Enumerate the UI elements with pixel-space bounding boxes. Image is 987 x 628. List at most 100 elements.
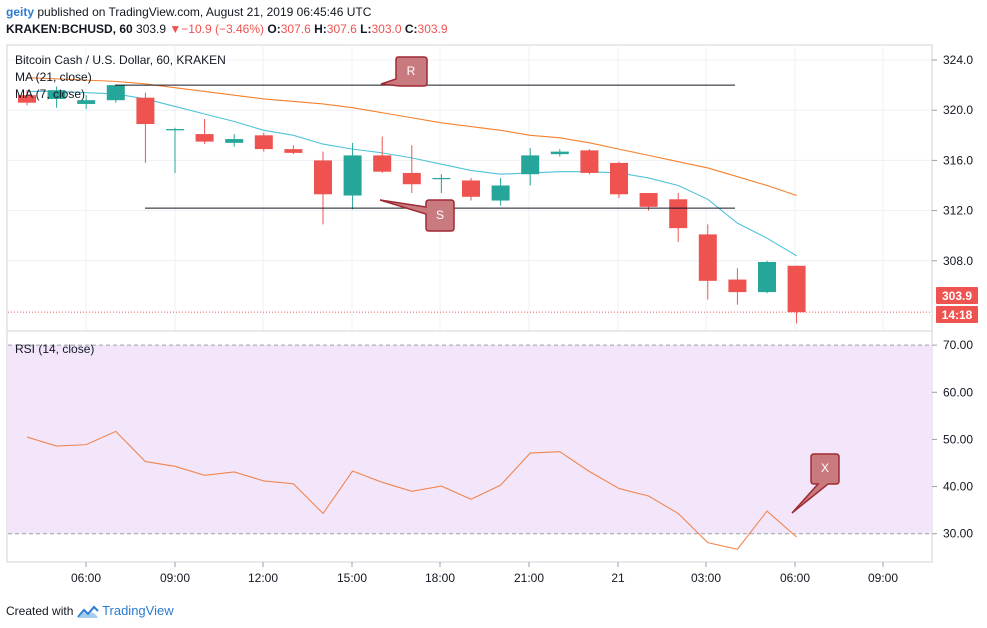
candle[interactable] bbox=[432, 174, 451, 194]
price-pane[interactable] bbox=[6, 44, 933, 332]
time-axis[interactable]: 06:00 09:00 12:00 15:00 18:00 21:00 21 03:00 06:… bbox=[71, 562, 898, 585]
low-label: L: bbox=[360, 22, 372, 36]
time-tick-label: 09:00 bbox=[868, 571, 898, 585]
footer-created-text: Created with bbox=[6, 604, 74, 618]
time-tick-label: 21 bbox=[611, 571, 625, 585]
candle-body bbox=[669, 199, 688, 229]
rsi-callout-shape bbox=[791, 453, 840, 514]
rsi-line bbox=[26, 430, 797, 550]
candle-body bbox=[373, 155, 392, 172]
rsi-tick-label: 40.00 bbox=[943, 480, 973, 494]
close-value: 303.9 bbox=[417, 22, 448, 36]
high-label: H: bbox=[314, 22, 327, 36]
candle[interactable] bbox=[254, 132, 273, 152]
rsi-callout[interactable]: X bbox=[791, 453, 840, 514]
price-axis[interactable]: 324.0 320.0 316.0 312.0 308.0 bbox=[932, 53, 973, 268]
open-label: O: bbox=[267, 22, 281, 36]
price-tick-label: 312.0 bbox=[943, 204, 973, 218]
candle-body bbox=[639, 193, 658, 207]
rsi-band bbox=[8, 345, 931, 534]
candle[interactable] bbox=[136, 92, 155, 163]
candle-body bbox=[402, 172, 421, 185]
rsi-axis[interactable]: 70.00 60.00 50.00 40.00 30.00 bbox=[932, 338, 973, 541]
candle[interactable] bbox=[77, 95, 96, 109]
candle-body bbox=[580, 150, 599, 173]
rsi-tick-label: 60.00 bbox=[943, 385, 973, 399]
close-label: C: bbox=[404, 22, 418, 36]
price-tick-label: 316.0 bbox=[943, 153, 973, 167]
candle[interactable] bbox=[462, 177, 480, 201]
high-value: 307.6 bbox=[326, 22, 357, 36]
time-tick-label: 21:00 bbox=[514, 571, 544, 585]
candle[interactable] bbox=[47, 86, 66, 108]
price-tick-label: 324.0 bbox=[943, 53, 973, 67]
candle-body bbox=[491, 185, 510, 201]
candle[interactable] bbox=[580, 149, 599, 175]
candle-body bbox=[47, 90, 66, 99]
candle-body bbox=[166, 129, 184, 131]
candle[interactable] bbox=[521, 147, 540, 186]
candle[interactable] bbox=[787, 265, 806, 324]
candle[interactable] bbox=[225, 134, 244, 147]
candle[interactable] bbox=[698, 224, 717, 300]
ma7-legend[interactable]: MA (7, close) bbox=[15, 87, 85, 101]
candle[interactable] bbox=[728, 268, 747, 305]
candle-body bbox=[225, 139, 244, 143]
countdown-badge: 14:18 bbox=[936, 306, 978, 323]
time-tick-label: 03:00 bbox=[691, 571, 721, 585]
rsi-legend[interactable]: RSI (14, close) bbox=[15, 342, 94, 356]
candle-body bbox=[787, 265, 806, 313]
candle[interactable] bbox=[373, 136, 392, 173]
rsi-tick-label: 70.00 bbox=[943, 338, 973, 352]
candle[interactable] bbox=[402, 145, 421, 194]
candle-body bbox=[521, 155, 540, 175]
tradingview-logo-icon bbox=[76, 605, 99, 618]
ma21-legend[interactable]: MA (21, close) bbox=[15, 70, 92, 84]
candle[interactable] bbox=[195, 119, 214, 145]
last-price-badge-label: 303.9 bbox=[942, 289, 972, 303]
open-value: 307.6 bbox=[280, 22, 311, 36]
last-price: 303.9 bbox=[136, 22, 167, 36]
candle[interactable] bbox=[106, 85, 125, 103]
price-tick-label: 308.0 bbox=[943, 254, 973, 268]
candle[interactable] bbox=[166, 127, 184, 173]
candle-body bbox=[284, 149, 303, 153]
candle-body bbox=[106, 85, 125, 101]
candle-body bbox=[314, 160, 332, 195]
published-text: published on TradingView.com, August 21,… bbox=[37, 5, 372, 19]
price-tick-label: 320.0 bbox=[943, 103, 973, 117]
price-change: −10.9 (−3.46%) bbox=[181, 22, 265, 36]
author-name[interactable]: geity bbox=[6, 5, 35, 19]
symbol-label: KRAKEN:BCHUSD, 60 bbox=[6, 22, 133, 36]
down-arrow-icon: ▼ bbox=[169, 22, 182, 36]
candle[interactable] bbox=[610, 161, 628, 199]
candle[interactable] bbox=[758, 260, 776, 294]
time-tick-label: 06:00 bbox=[71, 571, 101, 585]
last-price-badge: 303.9 bbox=[936, 287, 978, 304]
time-tick-label: 06:00 bbox=[780, 571, 810, 585]
resistance-callout[interactable]: R bbox=[380, 56, 428, 87]
candle-body bbox=[432, 177, 451, 180]
resistance-callout-shape bbox=[380, 56, 428, 87]
time-tick-label: 12:00 bbox=[248, 571, 278, 585]
support-callout[interactable]: S bbox=[379, 199, 455, 232]
low-value: 303.0 bbox=[371, 22, 402, 36]
candle-body bbox=[18, 95, 36, 103]
rsi-tick-label: 50.00 bbox=[943, 432, 973, 446]
candle[interactable] bbox=[491, 177, 510, 206]
candle[interactable] bbox=[669, 193, 688, 242]
rsi-callout-label: X bbox=[821, 461, 829, 475]
time-tick-label: 09:00 bbox=[160, 571, 190, 585]
footer-brand[interactable]: TradingView bbox=[102, 603, 174, 618]
candle[interactable] bbox=[284, 145, 303, 155]
candle[interactable] bbox=[550, 149, 569, 157]
candle[interactable] bbox=[18, 90, 36, 106]
countdown-badge-label: 14:18 bbox=[942, 308, 973, 322]
candle-body bbox=[698, 234, 717, 281]
time-tick-label: 15:00 bbox=[337, 571, 367, 585]
support-callout-label: S bbox=[436, 208, 444, 222]
candle-body bbox=[343, 155, 362, 196]
candle[interactable] bbox=[314, 151, 332, 225]
candle[interactable] bbox=[343, 142, 362, 210]
